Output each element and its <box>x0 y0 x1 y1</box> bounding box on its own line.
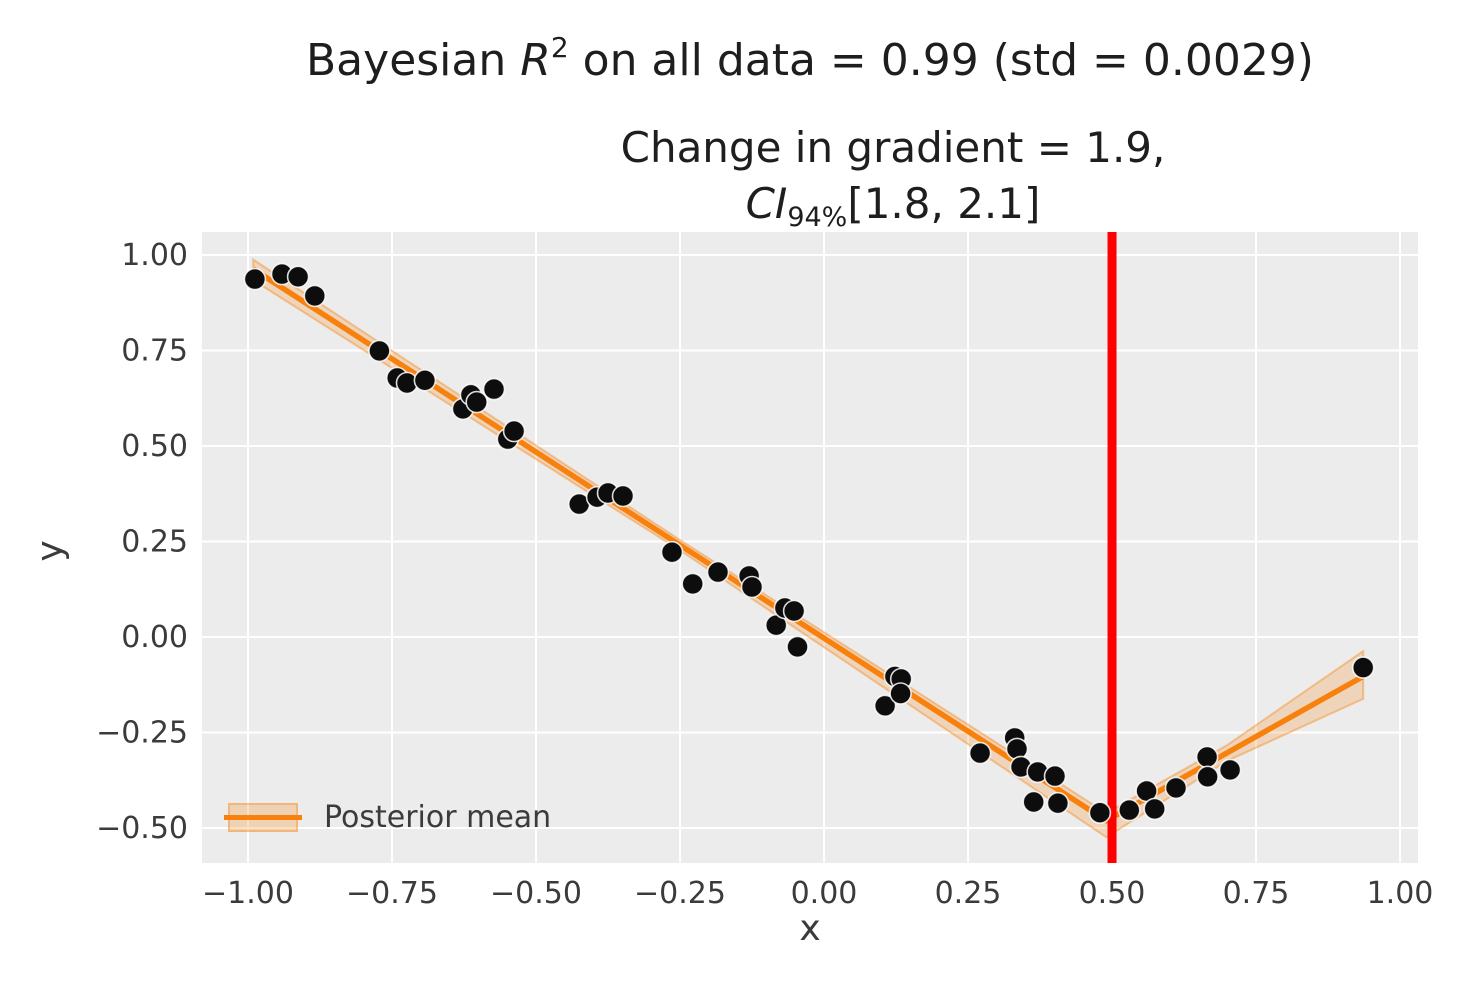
x-tick-label: 1.00 <box>1367 876 1434 911</box>
data-point <box>968 741 992 765</box>
data-point <box>482 377 506 401</box>
plot-content <box>243 232 1375 863</box>
data-point <box>1351 656 1375 679</box>
data-point <box>1195 745 1219 769</box>
data-point <box>782 599 806 623</box>
subtitle-line1: Change in gradient = 1.9, <box>620 123 1166 172</box>
x-tick-label: −0.50 <box>490 876 582 911</box>
data-point <box>502 419 526 443</box>
x-tick-label: 0.50 <box>1079 876 1146 911</box>
y-tick-label: −0.25 <box>96 716 188 751</box>
data-point <box>660 540 684 564</box>
data-point <box>243 267 267 291</box>
data-point <box>1196 765 1219 789</box>
data-point <box>1043 764 1067 788</box>
data-point <box>681 572 705 596</box>
y-axis-label: y <box>29 540 71 562</box>
data-point <box>889 682 912 705</box>
x-axis-label: x <box>799 908 821 949</box>
credible-interval-band <box>252 257 1365 839</box>
data-point <box>1143 797 1166 821</box>
title-suffix: on all data = 0.99 (std = 0.0029) <box>568 35 1314 86</box>
y-tick-label: 0.25 <box>121 525 188 560</box>
data-point <box>873 694 897 718</box>
title-math-sup: 2 <box>550 31 569 64</box>
data-point <box>1088 801 1112 825</box>
data-point <box>303 284 327 308</box>
ci-var: CI <box>745 179 788 228</box>
legend-mean-line-icon <box>224 815 302 820</box>
ci-interval: [1.8, 2.1] <box>847 179 1041 228</box>
data-point <box>368 339 391 363</box>
ci-sub: 94% <box>787 202 848 233</box>
x-tick-label: −0.75 <box>346 876 438 911</box>
y-tick-label: 0.50 <box>121 429 188 464</box>
data-point <box>1164 776 1188 800</box>
x-tick-label: 0.75 <box>1223 876 1290 911</box>
y-tick-label: 0.75 <box>121 333 188 368</box>
data-point <box>1218 758 1242 782</box>
legend: Posterior mean <box>224 800 552 835</box>
y-tick-label: −0.50 <box>96 811 188 846</box>
y-tick-label: 1.00 <box>121 238 188 273</box>
data-point <box>611 484 635 508</box>
data-point <box>1046 791 1070 815</box>
legend-swatch-posterior-mean <box>224 803 302 832</box>
legend-label: Posterior mean <box>324 800 552 835</box>
data-point <box>465 390 489 414</box>
data-point <box>1118 798 1141 822</box>
data-point <box>786 635 809 659</box>
subtitle-line2: CI94%[1.8, 2.1] <box>621 176 1166 246</box>
title-math-var: R <box>520 35 551 86</box>
x-tick-label: 0.00 <box>791 876 858 911</box>
title-prefix: Bayesian <box>306 35 521 86</box>
data-point <box>413 368 437 392</box>
x-tick-label: −1.00 <box>202 876 294 911</box>
data-point <box>706 560 730 584</box>
chart-subtitle: Change in gradient = 1.9, CI94%[1.8, 2.1… <box>621 120 1166 246</box>
x-tick-label: −0.25 <box>634 876 726 911</box>
y-tick-label: 0.00 <box>121 620 188 655</box>
data-point <box>740 575 764 599</box>
chart-title: Bayesian R2 on all data = 0.99 (std = 0.… <box>202 22 1418 87</box>
data-point <box>286 265 310 289</box>
data-point <box>1022 790 1045 814</box>
x-tick-label: 0.25 <box>935 876 1002 911</box>
